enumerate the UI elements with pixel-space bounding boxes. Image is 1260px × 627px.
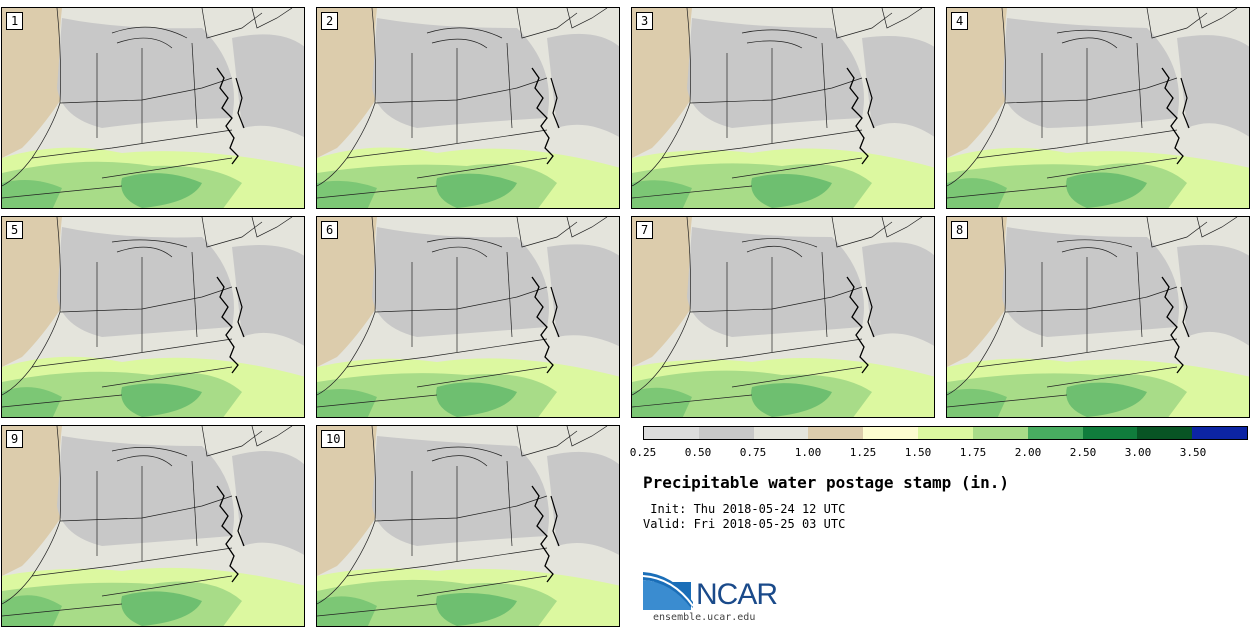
ncar-logo-text: NCAR: [696, 578, 778, 611]
member-number-label: 9: [6, 430, 24, 448]
member-map-panel: 8: [946, 216, 1250, 418]
colorbar-segment: [644, 427, 699, 439]
colorbar-segment: [1027, 427, 1083, 439]
colorbar-tick-label: 2.00: [1014, 446, 1042, 459]
member-map-panel: 10: [316, 425, 620, 627]
member-map-panel: 4: [946, 7, 1250, 209]
member-map-panel: 6: [316, 216, 620, 418]
colorbar-segment: [1082, 427, 1138, 439]
ncar-url: ensemble.ucar.edu: [653, 612, 756, 623]
colorbar-tick-label: 3.50: [1179, 446, 1207, 459]
member-number-label: 8: [951, 221, 969, 239]
member-number-label: 4: [951, 12, 969, 30]
member-map-panel: 2: [316, 7, 620, 209]
init-time: Init: Thu 2018-05-24 12 UTC: [643, 502, 846, 516]
colorbar-tick-label: 0.25: [629, 446, 657, 459]
colorbar-segment: [863, 427, 919, 439]
colorbar-segment: [918, 427, 973, 439]
colorbar-tick-label: 0.75: [739, 446, 767, 459]
colorbar-segment: [1137, 427, 1193, 439]
ncar-logo-icon: [643, 572, 694, 610]
member-number-label: 2: [321, 12, 339, 30]
member-map-panel: 9: [1, 425, 305, 627]
colorbar-segment: [808, 427, 864, 439]
member-number-label: 1: [6, 12, 24, 30]
colorbar-tick-label: 1.50: [904, 446, 932, 459]
colorbar: [643, 426, 1248, 440]
colorbar-segment: [1192, 427, 1247, 439]
member-map-panel: 1: [1, 7, 305, 209]
colorbar-segment: [698, 427, 754, 439]
member-map-panel: 5: [1, 216, 305, 418]
colorbar-tick-label: 1.25: [849, 446, 877, 459]
colorbar-tick-label: 0.50: [684, 446, 712, 459]
colorbar-tick-label: 1.75: [959, 446, 987, 459]
member-number-label: 3: [636, 12, 654, 30]
colorbar-segment: [753, 427, 809, 439]
plot-title: Precipitable water postage stamp (in.): [643, 473, 1010, 492]
member-number-label: 7: [636, 221, 654, 239]
colorbar-tick-label: 2.50: [1069, 446, 1097, 459]
member-number-label: 5: [6, 221, 24, 239]
member-number-label: 10: [321, 430, 346, 448]
colorbar-tick-label: 3.00: [1124, 446, 1152, 459]
colorbar-tick-label: 1.00: [794, 446, 822, 459]
member-number-label: 6: [321, 221, 339, 239]
member-map-panel: 3: [631, 7, 935, 209]
member-map-panel: 7: [631, 216, 935, 418]
colorbar-segment: [972, 427, 1028, 439]
valid-time: Valid: Fri 2018-05-25 03 UTC: [643, 517, 846, 531]
